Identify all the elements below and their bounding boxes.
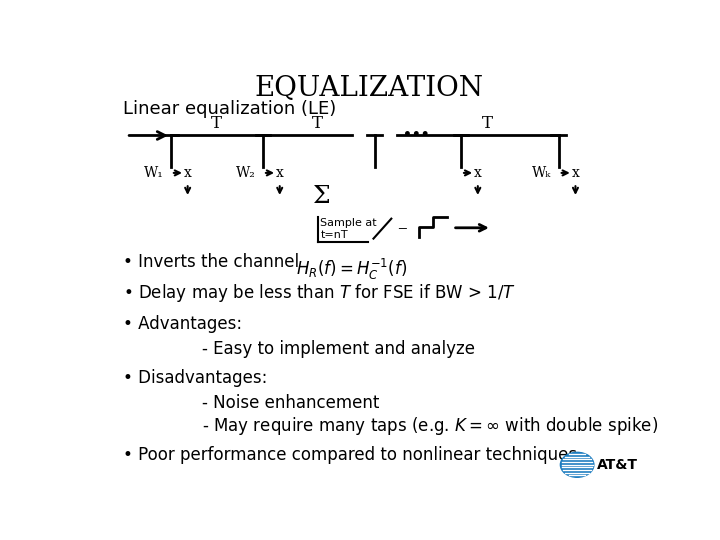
Text: - Easy to implement and analyze: - Easy to implement and analyze	[202, 340, 474, 358]
Text: - May require many taps (e.g. $K = \infty$ with double spike): - May require many taps (e.g. $K = \inft…	[202, 415, 658, 437]
Text: t=nT: t=nT	[320, 230, 348, 240]
Text: T: T	[312, 115, 323, 132]
Text: - Noise enhancement: - Noise enhancement	[202, 394, 379, 412]
Text: • Delay may be less than $T$ for FSE if BW > 1/$T$: • Delay may be less than $T$ for FSE if …	[124, 282, 517, 304]
Text: Linear equalization (LE): Linear equalization (LE)	[124, 100, 337, 118]
Text: x: x	[276, 166, 284, 180]
Text: EQUALIZATION: EQUALIZATION	[254, 75, 484, 102]
Text: Σ: Σ	[312, 185, 330, 208]
Text: –: –	[397, 219, 408, 237]
Text: • Poor performance compared to nonlinear techniques: • Poor performance compared to nonlinear…	[124, 446, 577, 464]
Text: AT&T: AT&T	[597, 458, 638, 472]
Text: • Advantages:: • Advantages:	[124, 315, 243, 333]
Text: $H_R(f) = H_C^{-1}(f)$: $H_R(f) = H_C^{-1}(f)$	[297, 257, 408, 282]
Text: x: x	[184, 166, 192, 180]
Text: x: x	[474, 166, 482, 180]
Text: Sample at: Sample at	[320, 218, 377, 228]
Text: x: x	[572, 166, 580, 180]
Circle shape	[560, 453, 594, 477]
Text: •••: •••	[403, 127, 430, 141]
Text: T: T	[482, 115, 492, 132]
Text: W₂: W₂	[236, 166, 256, 180]
Text: • Disadvantages:: • Disadvantages:	[124, 369, 268, 387]
Text: Wₖ: Wₖ	[532, 166, 552, 180]
Text: T: T	[211, 115, 222, 132]
Text: • Inverts the channel: • Inverts the channel	[124, 253, 300, 271]
Text: W₁: W₁	[144, 166, 164, 180]
